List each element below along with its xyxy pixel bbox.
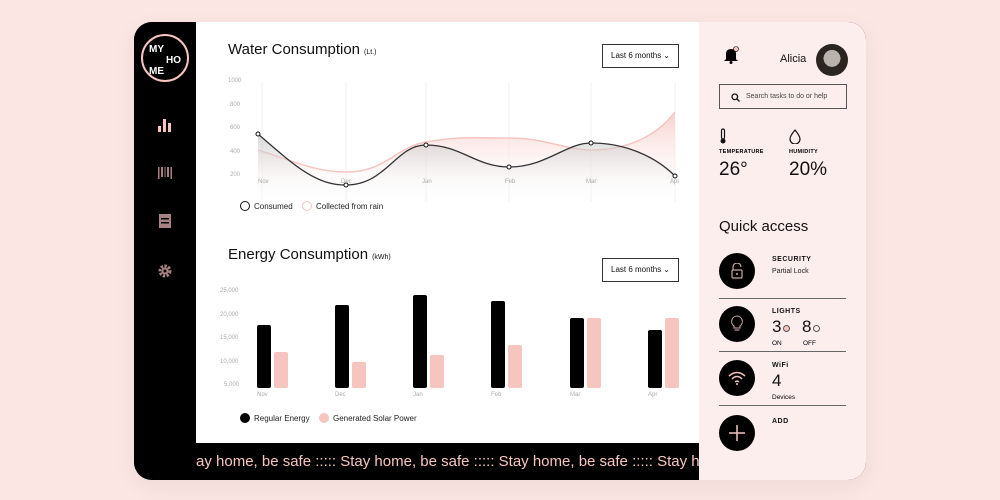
x-tick: Nov [257,392,268,398]
legend-dot [240,201,250,211]
y-tick: 1000 [228,78,242,84]
quick-add[interactable]: ADD [719,409,846,461]
water-period-dropdown[interactable]: Last 6 months ⌄ [602,44,679,68]
humidity-value: 20% [789,159,828,180]
security-label: SECURITY [772,256,812,263]
bar-regular[interactable] [335,305,349,388]
add-label: ADD [772,418,789,425]
x-tick: Apr [670,179,680,185]
logo-line: MY [149,44,164,55]
legend-consumed: Consumed [240,201,293,211]
wifi-icon [719,360,755,396]
avatar[interactable] [816,44,848,76]
chevron-down-icon: ⌄ [663,51,670,60]
quick-access-title: Quick access [719,218,809,235]
search-input[interactable]: Search tasks to do or help [719,84,847,109]
legend-rain: Collected from rain [302,201,383,211]
lights-label: LIGHTS [772,308,801,315]
y-tick: 400 [230,149,241,155]
x-tick: Dec [341,179,352,185]
thermometer-icon [720,128,726,144]
lights-off-label: OFF [803,340,816,347]
bar-solar[interactable] [430,355,444,388]
legend-dot [319,413,329,423]
x-tick: Jan [422,179,432,185]
lights-off-count: 8 [802,317,821,337]
logo-line: ME [149,66,164,77]
lights-on-label: ON [772,340,782,347]
wifi-label: WiFi [772,362,789,369]
y-tick: 20,000 [220,312,239,318]
quick-security[interactable]: SECURITY Partial Lock [719,247,846,299]
x-tick: Jan [413,392,423,398]
humidity-label: HUMIDITY [789,149,818,155]
y-tick: 25,000 [220,288,239,294]
chevron-down-icon: ⌄ [663,265,670,274]
y-tick: 800 [230,102,241,108]
x-tick: Feb [491,392,502,398]
droplet-icon [789,129,801,144]
app-window: MY HO ME Water Consumption (Lt.) Last 6 m… [134,22,866,480]
bell-icon[interactable] [723,46,739,64]
bar-solar[interactable] [508,345,522,388]
main-content: Water Consumption (Lt.) Last 6 months ⌄ 10… [196,22,699,443]
x-tick: Apr [648,392,658,398]
y-tick: 200 [230,172,241,178]
y-tick: 15,000 [220,335,239,341]
bar-regular[interactable] [570,318,584,388]
legend-dot [240,413,250,423]
plus-icon [719,415,755,451]
search-icon [731,93,740,102]
energy-title: Energy Consumption (kWh) [228,246,391,263]
x-tick: Nov [258,179,269,185]
marquee-banner: ay home, be safe ::::: Stay home, be saf… [196,443,699,480]
legend-dot [302,201,312,211]
y-tick: 5,000 [224,382,240,388]
lights-on-count: 3 [772,317,791,337]
logo-line: HO [166,55,181,66]
x-tick: Mar [586,179,597,185]
bar-solar[interactable] [352,362,366,388]
energy-period-dropdown[interactable]: Last 6 months ⌄ [602,258,679,282]
x-tick: Feb [505,179,516,185]
x-tick: Dec [335,392,346,398]
bar-regular[interactable] [257,325,271,388]
lightbulb-icon [719,306,755,342]
bar-regular[interactable] [648,330,662,388]
legend-regular: Regular Energy [240,413,310,423]
bar-solar[interactable] [274,352,288,388]
logo[interactable]: MY HO ME [141,34,189,82]
bar-regular[interactable] [491,301,505,388]
gear-icon[interactable] [156,262,174,280]
y-tick: 10,000 [220,359,239,365]
temperature-value: 26° [719,159,748,180]
receipt-icon[interactable] [156,212,174,230]
water-chart [255,82,678,202]
legend-solar: Generated Solar Power [319,413,417,423]
right-panel: Alicia Search tasks to do or help TEMPER… [699,22,866,480]
y-tick: 600 [230,125,241,131]
wifi-devices-label: Devices [772,394,796,401]
sidebar: MY HO ME [134,22,196,480]
temperature-label: TEMPERATURE [719,149,764,155]
lock-icon [719,253,755,289]
water-title: Water Consumption (Lt.) [228,41,377,58]
bar-solar[interactable] [587,318,601,388]
quick-wifi[interactable]: WiFi 4 Devices [719,354,846,406]
x-tick: Mar [570,392,581,398]
security-status: Partial Lock [772,268,809,275]
wifi-device-count: 4 [772,371,782,390]
chart-icon[interactable] [156,116,174,134]
barcode-icon[interactable] [156,164,174,182]
user-name: Alicia [780,53,807,65]
bar-regular[interactable] [413,295,427,388]
bar-solar[interactable] [665,318,679,388]
quick-lights[interactable]: LIGHTS 3 8 ON OFF [719,300,846,352]
